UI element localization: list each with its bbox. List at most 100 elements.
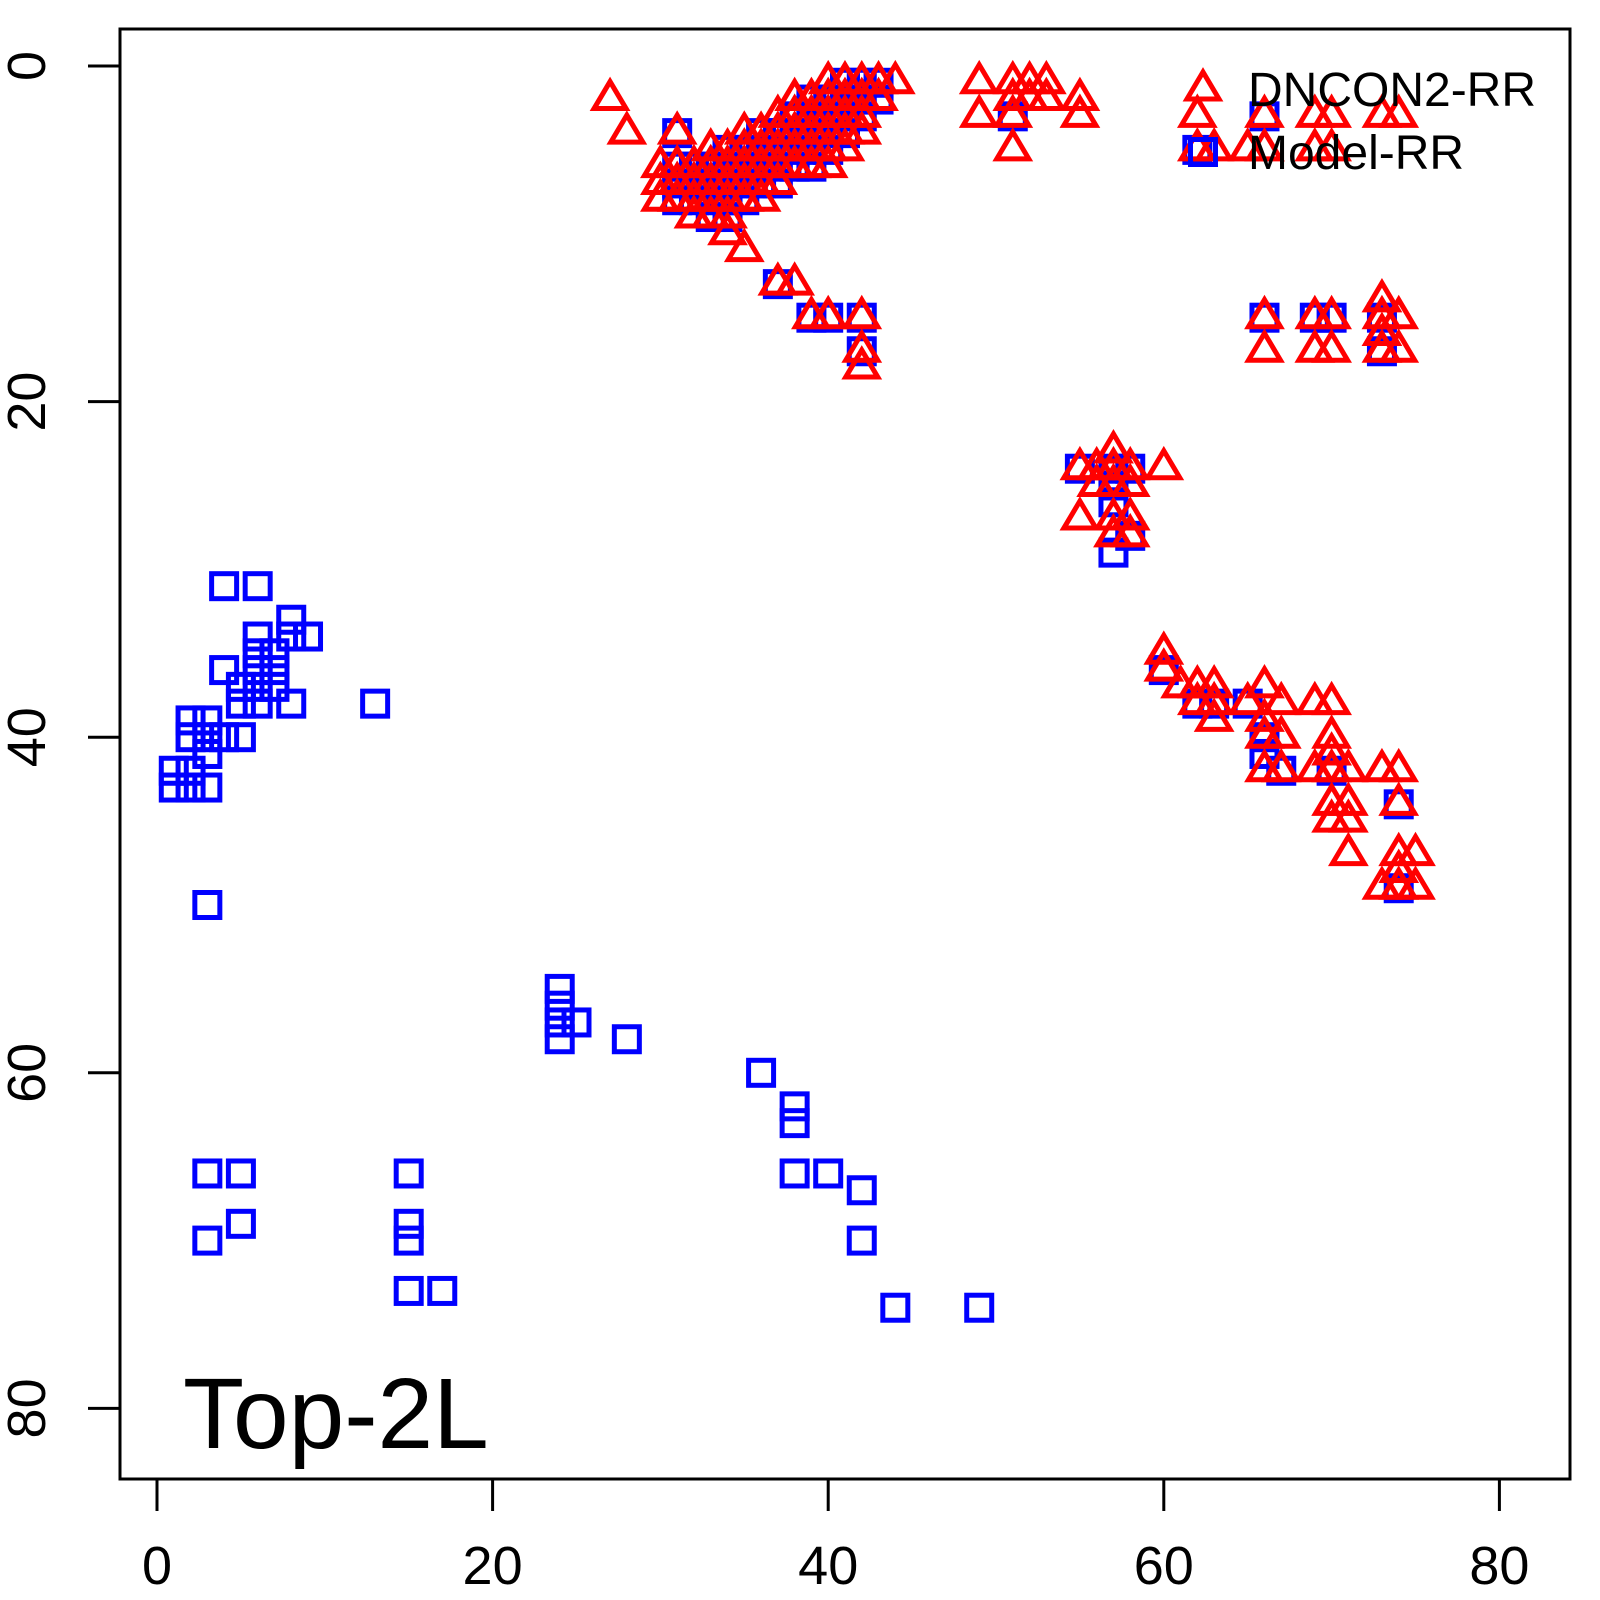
data-point-square: [544, 1007, 575, 1038]
data-point-square: [544, 990, 575, 1021]
data-point-square: [209, 655, 240, 686]
data-point-triangle: [1311, 126, 1352, 162]
data-point-triangle: [1025, 59, 1067, 95]
data-point-triangle: [1143, 630, 1185, 665]
data-point-triangle: [1143, 445, 1185, 481]
plot-annotation: Top-2L: [183, 1358, 489, 1470]
legend-square-icon: [1188, 137, 1218, 167]
data-point-triangle: [1025, 76, 1067, 112]
data-point-triangle: [958, 59, 1000, 95]
data-point-triangle: [656, 110, 698, 145]
data-point-square: [192, 1158, 223, 1189]
data-point-triangle: [1244, 294, 1285, 330]
data-point-square: [393, 1275, 424, 1306]
data-point-triangle: [1327, 798, 1369, 833]
data-point-triangle: [807, 143, 849, 179]
data-point-square: [779, 1158, 810, 1189]
data-point-square: [192, 1225, 223, 1256]
data-point-triangle: [1093, 429, 1134, 464]
data-point-triangle: [1244, 663, 1285, 699]
x-axis-tick-label: 0: [142, 1536, 172, 1596]
data-point-triangle: [1109, 462, 1151, 497]
data-point-triangle: [1260, 680, 1302, 716]
y-axis: 0 20 40 60 80: [0, 51, 120, 1438]
data-point-square: [175, 772, 206, 803]
data-point-triangle: [723, 227, 765, 263]
data-point-square: [242, 688, 273, 719]
data-point-square: [225, 722, 256, 753]
data-point-triangle: [1395, 865, 1436, 900]
data-point-square: [209, 722, 240, 753]
x-axis-tick-label: 80: [1469, 1536, 1529, 1596]
data-point-triangle: [1109, 445, 1151, 481]
data-point-square: [611, 1024, 642, 1055]
data-point-square: [242, 571, 273, 602]
data-point-triangle: [992, 93, 1034, 128]
data-point-triangle: [589, 76, 631, 112]
data-point-triangle: [1176, 93, 1218, 128]
y-axis-tick-label: 60: [0, 1043, 57, 1103]
y-axis-tick-label: 80: [0, 1378, 57, 1438]
data-point-triangle: [841, 345, 883, 380]
data-point-square: [544, 1024, 575, 1055]
data-point-square: [427, 1275, 458, 1306]
x-axis-tick-label: 40: [798, 1536, 858, 1596]
data-point-triangle: [740, 177, 782, 212]
data-point-triangle: [858, 76, 899, 112]
data-point-square: [259, 671, 290, 702]
data-point-triangle: [1378, 848, 1420, 883]
data-point-square: [846, 1175, 877, 1206]
data-point-triangle: [707, 210, 748, 246]
data-point-triangle: [1311, 680, 1352, 716]
data-point-square: [225, 688, 256, 719]
data-point-triangle: [874, 59, 916, 95]
data-point-triangle: [1361, 278, 1403, 313]
data-point-triangle: [1260, 747, 1302, 783]
data-point-triangle: [707, 194, 748, 229]
data-point-square: [242, 671, 273, 702]
data-point-square: [242, 638, 273, 669]
plot-area-frame: [118, 27, 1572, 1481]
data-point-triangle: [1311, 294, 1352, 330]
data-point-triangle: [1109, 496, 1151, 531]
data-point-square: [175, 722, 206, 753]
data-point-square: [192, 772, 223, 803]
data-point-triangle: [992, 126, 1034, 162]
data-point-square: [813, 1158, 844, 1189]
data-point-triangle: [1378, 294, 1420, 330]
data-point-triangle: [1311, 328, 1352, 363]
data-point-square: [846, 1225, 877, 1256]
data-point-triangle: [807, 294, 849, 330]
y-axis-tick-label: 40: [0, 707, 57, 767]
data-point-triangle: [1378, 93, 1420, 128]
data-point-square: [880, 1292, 911, 1323]
data-point-triangle: [1109, 512, 1151, 548]
data-point-triangle: [1378, 747, 1420, 783]
data-point-square: [225, 1208, 256, 1239]
data-point-square: [192, 705, 223, 736]
data-point-square: [964, 1292, 995, 1323]
data-point-triangle: [1244, 126, 1285, 162]
data-point-square: [779, 1108, 810, 1139]
data-point-square: [158, 772, 189, 803]
data-point-square: [746, 1057, 777, 1088]
data-point-square: [276, 621, 307, 652]
data-point-square: [175, 705, 206, 736]
legend-label-dncon2: DNCON2-RR: [1248, 64, 1536, 117]
data-point-square: [276, 604, 307, 635]
data-point-triangle: [1227, 680, 1269, 716]
data-point-square: [393, 1208, 424, 1239]
data-point-triangle: [1260, 714, 1302, 749]
data-point-triangle: [1378, 328, 1420, 363]
data-point-square: [242, 621, 273, 652]
data-point-triangle: [1059, 76, 1101, 112]
data-point-triangle: [1327, 747, 1369, 783]
data-point-triangle: [1059, 93, 1101, 128]
data-point-square: [259, 655, 290, 686]
data-point-square: [209, 571, 240, 602]
data-point-square: [360, 688, 391, 719]
data-point-triangle: [1361, 311, 1403, 346]
data-point-triangle: [841, 328, 883, 363]
x-axis-tick-label: 20: [463, 1536, 523, 1596]
